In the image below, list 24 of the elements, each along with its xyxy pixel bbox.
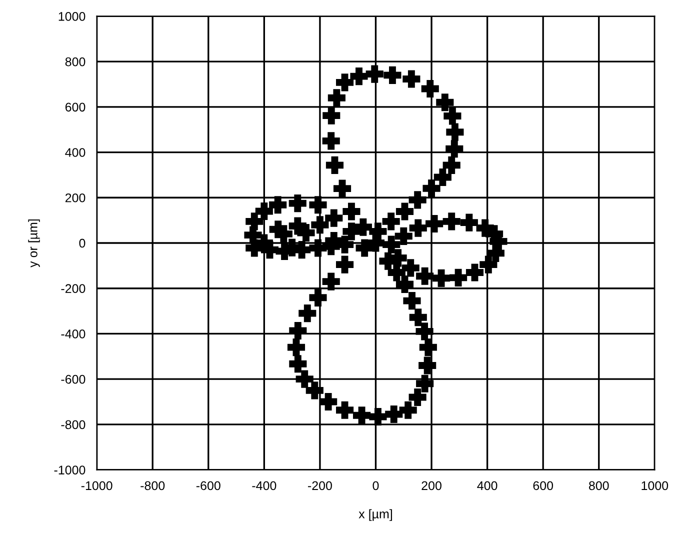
x-tick-label: 600 (533, 481, 554, 490)
y-tick-label: 0 (79, 238, 86, 248)
y-tick-label: 800 (65, 57, 86, 66)
y-tick-label: -200 (61, 284, 86, 294)
y-tick-label: 1000 (58, 12, 86, 21)
x-tick-label: -800 (140, 481, 165, 490)
x-tick-label: 1000 (642, 481, 668, 490)
y-tick-label: 200 (65, 193, 86, 202)
x-tick-label: -400 (252, 481, 276, 490)
x-tick-label: 0 (372, 481, 379, 490)
x-tick-label: -200 (308, 481, 332, 490)
y-axis-title: y or [µm] (28, 219, 40, 268)
y-tick-label: -1000 (54, 466, 86, 474)
y-tick-label: 400 (65, 148, 86, 157)
x-tick-label: 200 (422, 481, 442, 490)
x-tick-label: -1000 (81, 481, 112, 490)
y-tick-label: 600 (65, 102, 86, 112)
x-tick-label: -600 (196, 481, 220, 490)
y-tick-label: -600 (61, 374, 86, 384)
x-tick-label: 400 (477, 481, 498, 490)
x-axis-title: x [µm] (358, 509, 392, 521)
y-tick-label: -400 (61, 330, 86, 338)
y-tick-label: -800 (61, 420, 86, 430)
x-tick-label: 800 (588, 481, 609, 490)
